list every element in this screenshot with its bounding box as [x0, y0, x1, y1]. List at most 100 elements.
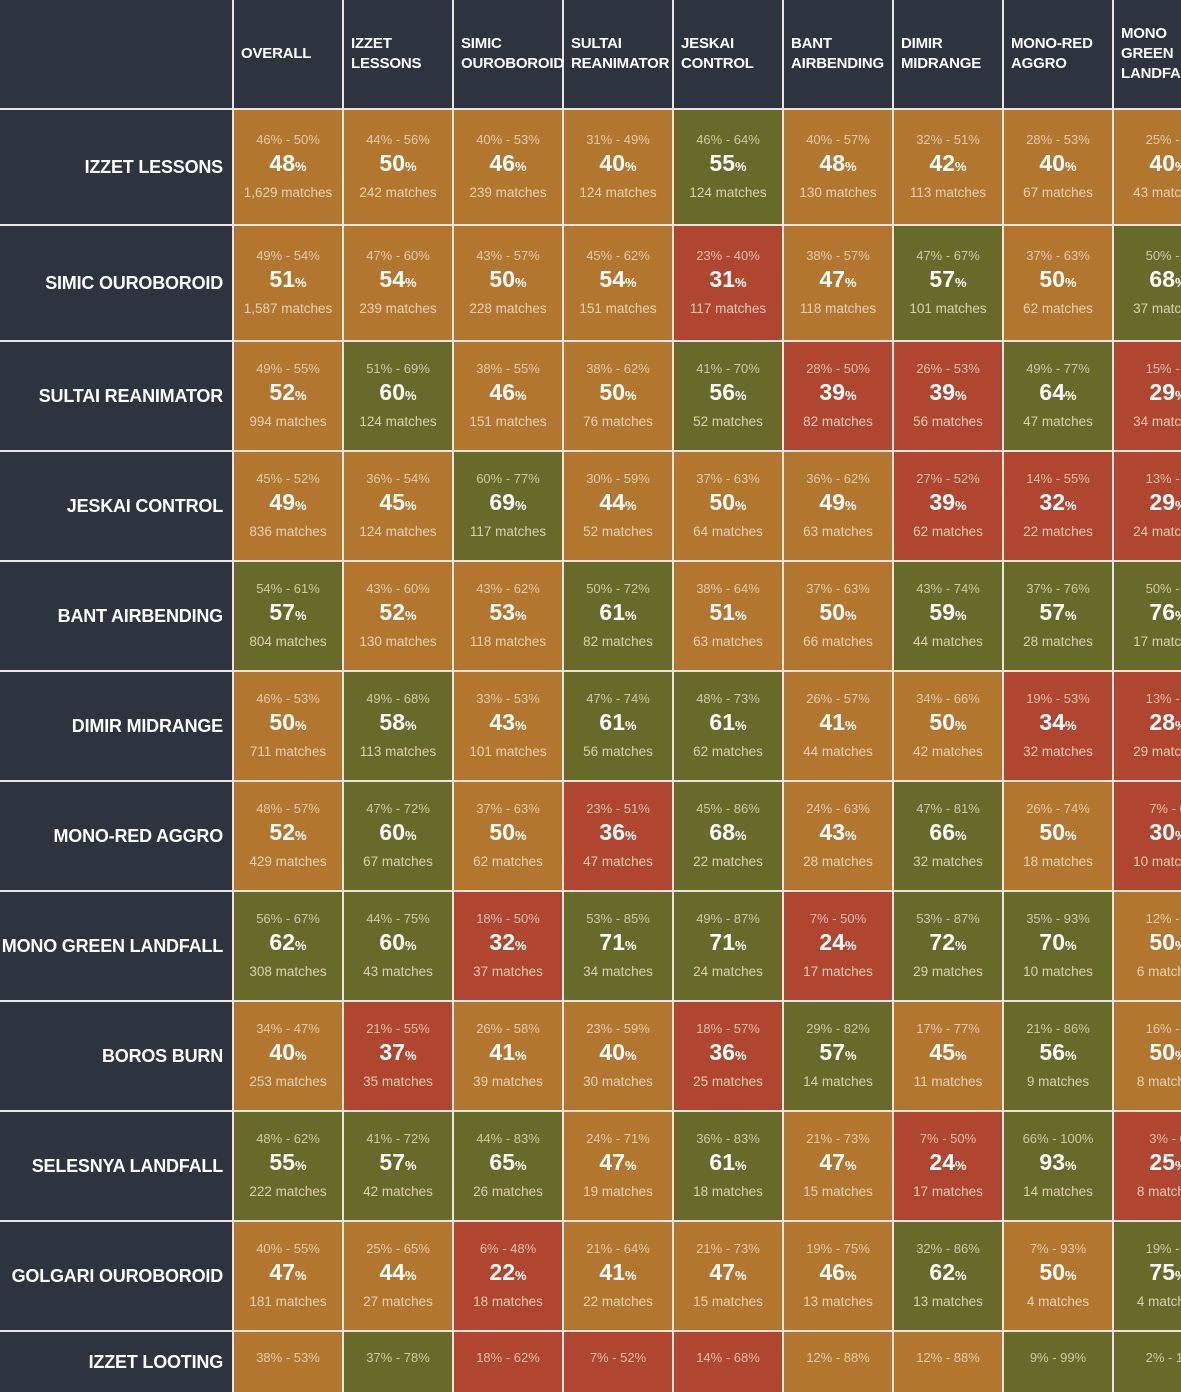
column-header[interactable]: SIMIC OUROBOROID [454, 0, 564, 108]
matchup-cell[interactable]: 50% - 72% 61% 82 matches [564, 562, 672, 670]
matchup-cell[interactable]: 17% - 77% 45% 11 matches [894, 1002, 1002, 1110]
matchup-cell[interactable]: 6% - 48% 22% 18 matches [454, 1222, 562, 1330]
matchup-cell[interactable]: 23% - 51% 36% 47 matches [564, 782, 672, 890]
matchup-cell[interactable]: 9% - 99% [1004, 1332, 1112, 1392]
matchup-cell[interactable]: 21% - 73% 47% 15 matches [784, 1112, 892, 1220]
matchup-cell[interactable]: 47% - 67% 57% 101 matches [894, 226, 1002, 340]
matchup-cell[interactable]: 18% - 50% 32% 37 matches [454, 892, 562, 1000]
matchup-cell[interactable]: 24% - 71% 47% 19 matches [564, 1112, 672, 1220]
matchup-cell[interactable]: 53% - 87% 72% 29 matches [894, 892, 1002, 1000]
matchup-cell[interactable]: 3% - 625%8 matches [1114, 1112, 1181, 1220]
matchup-cell[interactable]: 41% - 72% 57% 42 matches [344, 1112, 452, 1220]
matchup-cell[interactable]: 43% - 74% 59% 44 matches [894, 562, 1002, 670]
matchup-cell[interactable]: 12% - 88% [784, 1332, 892, 1392]
matchup-cell[interactable]: 36% - 62% 49% 63 matches [784, 452, 892, 560]
row-label[interactable]: GOLGARI OUROBOROID [0, 1222, 232, 1330]
matchup-cell[interactable]: 51% - 69% 60% 124 matches [344, 342, 452, 450]
matchup-cell[interactable]: 38% - 57% 47% 118 matches [784, 226, 892, 340]
matchup-cell[interactable]: 13% - 529%24 matches [1114, 452, 1181, 560]
matchup-cell[interactable]: 43% - 62% 53% 118 matches [454, 562, 562, 670]
row-label[interactable]: MONO GREEN LANDFALL [0, 892, 232, 1000]
matchup-cell[interactable]: 7% - 50% 24% 17 matches [784, 892, 892, 1000]
matchup-cell[interactable]: 43% - 57% 50% 228 matches [454, 226, 562, 340]
matchup-cell[interactable]: 41% - 70% 56% 52 matches [674, 342, 782, 450]
column-header[interactable]: MONO GREEN LANDFALL [1114, 0, 1181, 108]
matchup-cell[interactable]: 40% - 53% 46% 239 matches [454, 110, 562, 224]
matchup-cell[interactable]: 35% - 93% 70% 10 matches [1004, 892, 1112, 1000]
matchup-cell[interactable]: 37% - 63% 50% 64 matches [674, 452, 782, 560]
matchup-cell[interactable]: 7% - 50% 24% 17 matches [894, 1112, 1002, 1220]
matchup-cell[interactable]: 60% - 77% 69% 117 matches [454, 452, 562, 560]
matchup-cell[interactable]: 21% - 55% 37% 35 matches [344, 1002, 452, 1110]
matchup-cell[interactable]: 29% - 82% 57% 14 matches [784, 1002, 892, 1110]
row-label[interactable]: BOROS BURN [0, 1002, 232, 1110]
matchup-cell[interactable]: 56% - 67% 62% 308 matches [234, 892, 342, 1000]
matchup-cell[interactable]: 19% - 53% 34% 32 matches [1004, 672, 1112, 780]
matchup-cell[interactable]: 23% - 40% 31% 117 matches [674, 226, 782, 340]
matchup-cell[interactable]: 54% - 61% 57% 804 matches [234, 562, 342, 670]
row-label[interactable]: BANT AIRBENDING [0, 562, 232, 670]
matchup-cell[interactable]: 48% - 57% 52% 429 matches [234, 782, 342, 890]
matchup-cell[interactable]: 19% - 975%4 matches [1114, 1222, 1181, 1330]
matchup-cell[interactable]: 33% - 53% 43% 101 matches [454, 672, 562, 780]
matchup-cell[interactable]: 45% - 62% 54% 151 matches [564, 226, 672, 340]
row-label[interactable]: SULTAI REANIMATOR [0, 342, 232, 450]
matchup-cell[interactable]: 38% - 64% 51% 63 matches [674, 562, 782, 670]
matchup-cell[interactable]: 31% - 49% 40% 124 matches [564, 110, 672, 224]
column-header[interactable]: IZZET LESSONS [344, 0, 452, 108]
matchup-cell[interactable]: 40% - 57% 48% 130 matches [784, 110, 892, 224]
matchup-cell[interactable]: 44% - 56% 50% 242 matches [344, 110, 452, 224]
matchup-cell[interactable]: 49% - 87% 71% 24 matches [674, 892, 782, 1000]
matchup-cell[interactable]: 30% - 59% 44% 52 matches [564, 452, 672, 560]
column-header[interactable]: JESKAI CONTROL [674, 0, 782, 108]
matchup-cell[interactable]: 44% - 75% 60% 43 matches [344, 892, 452, 1000]
matchup-cell[interactable]: 43% - 60% 52% 130 matches [344, 562, 452, 670]
matchup-cell[interactable]: 37% - 63% 50% 66 matches [784, 562, 892, 670]
matchup-cell[interactable]: 47% - 81% 66% 32 matches [894, 782, 1002, 890]
matchup-cell[interactable]: 38% - 62% 50% 76 matches [564, 342, 672, 450]
matchup-cell[interactable]: 25% - 540%43 matches [1114, 110, 1181, 224]
row-label[interactable]: JESKAI CONTROL [0, 452, 232, 560]
matchup-cell[interactable]: 32% - 86% 62% 13 matches [894, 1222, 1002, 1330]
matchup-cell[interactable]: 47% - 60% 54% 239 matches [344, 226, 452, 340]
matchup-cell[interactable]: 12% - 88% [894, 1332, 1002, 1392]
column-header[interactable]: MONO-RED AGGRO [1004, 0, 1112, 108]
matchup-cell[interactable]: 48% - 73% 61% 62 matches [674, 672, 782, 780]
matchup-cell[interactable]: 49% - 77% 64% 47 matches [1004, 342, 1112, 450]
matchup-cell[interactable]: 48% - 62% 55% 222 matches [234, 1112, 342, 1220]
matchup-cell[interactable]: 46% - 64% 55% 124 matches [674, 110, 782, 224]
matchup-cell[interactable]: 45% - 86% 68% 22 matches [674, 782, 782, 890]
matchup-cell[interactable]: 37% - 76% 57% 28 matches [1004, 562, 1112, 670]
matchup-cell[interactable]: 19% - 75% 46% 13 matches [784, 1222, 892, 1330]
matchup-cell[interactable]: 7% - 630%10 matches [1114, 782, 1181, 890]
matchup-cell[interactable]: 21% - 73% 47% 15 matches [674, 1222, 782, 1330]
matchup-cell[interactable]: 38% - 55% 46% 151 matches [454, 342, 562, 450]
matchup-cell[interactable]: 44% - 83% 65% 26 matches [454, 1112, 562, 1220]
row-label[interactable]: SELESNYA LANDFALL [0, 1112, 232, 1220]
row-label[interactable]: IZZET LOOTING [0, 1332, 232, 1392]
matchup-cell[interactable]: 49% - 55% 52% 994 matches [234, 342, 342, 450]
matchup-cell[interactable]: 37% - 63% 50% 62 matches [1004, 226, 1112, 340]
column-header[interactable]: OVERALL [234, 0, 342, 108]
matchup-cell[interactable]: 18% - 57% 36% 25 matches [674, 1002, 782, 1110]
matchup-cell[interactable]: 28% - 53% 40% 67 matches [1004, 110, 1112, 224]
column-header[interactable]: DIMIR MIDRANGE [894, 0, 1002, 108]
matchup-cell[interactable]: 14% - 55% 32% 22 matches [1004, 452, 1112, 560]
matchup-cell[interactable]: 12% - 850%6 matches [1114, 892, 1181, 1000]
matchup-cell[interactable]: 2% - 10 [1114, 1332, 1181, 1392]
row-label[interactable]: SIMIC OUROBOROID [0, 226, 232, 340]
matchup-cell[interactable]: 7% - 52% [564, 1332, 672, 1392]
matchup-cell[interactable]: 26% - 53% 39% 56 matches [894, 342, 1002, 450]
matchup-cell[interactable]: 46% - 50% 48% 1,629 matches [234, 110, 342, 224]
matchup-cell[interactable]: 28% - 50% 39% 82 matches [784, 342, 892, 450]
matchup-cell[interactable]: 37% - 78% [344, 1332, 452, 1392]
matchup-cell[interactable]: 18% - 62% [454, 1332, 562, 1392]
matchup-cell[interactable]: 25% - 65% 44% 27 matches [344, 1222, 452, 1330]
matchup-cell[interactable]: 34% - 47% 40% 253 matches [234, 1002, 342, 1110]
matchup-cell[interactable]: 23% - 59% 40% 30 matches [564, 1002, 672, 1110]
matchup-cell[interactable]: 34% - 66% 50% 42 matches [894, 672, 1002, 780]
matchup-cell[interactable]: 27% - 52% 39% 62 matches [894, 452, 1002, 560]
column-header[interactable]: BANT AIRBENDING [784, 0, 892, 108]
matchup-cell[interactable]: 38% - 53% [234, 1332, 342, 1392]
matchup-cell[interactable]: 21% - 64% 41% 22 matches [564, 1222, 672, 1330]
